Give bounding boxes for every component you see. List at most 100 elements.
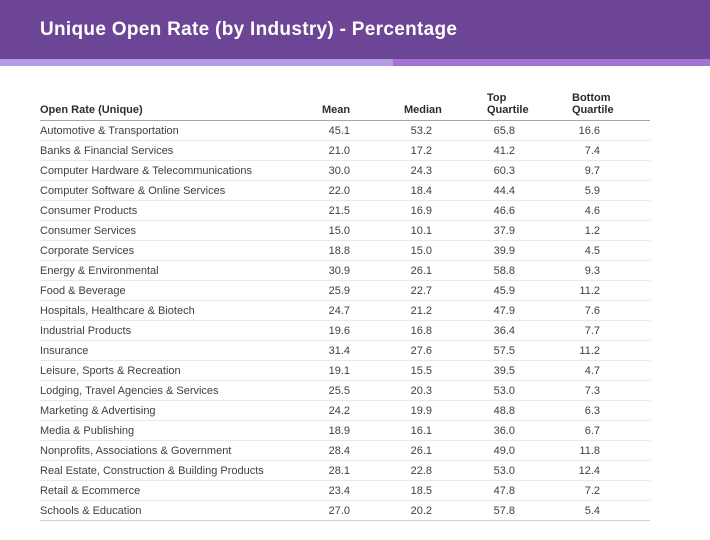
top-quartile-cell: 46.6 — [487, 205, 572, 217]
table-row: Marketing & Advertising 24.2 19.9 48.8 6… — [40, 401, 650, 421]
bottom-quartile-value: 11.2 — [579, 344, 600, 357]
progress-strip — [0, 59, 710, 66]
bottom-quartile-cell: 6.3 — [572, 405, 650, 417]
mean-cell: 22.0 — [322, 185, 404, 197]
top-quartile-value: 39.9 — [493, 244, 515, 257]
bottom-quartile-value: 7.4 — [584, 144, 600, 157]
industry-cell: Computer Hardware & Telecommunications — [40, 164, 252, 177]
top-quartile-value: 46.6 — [493, 204, 515, 217]
top-quartile-value: 53.0 — [493, 384, 515, 397]
top-quartile-cell: 36.0 — [487, 425, 572, 437]
mean-value: 27.0 — [328, 504, 350, 517]
top-quartile-cell: 48.8 — [487, 405, 572, 417]
industry-cell: Retail & Ecommerce — [40, 484, 141, 497]
bottom-quartile-cell: 4.7 — [572, 365, 650, 377]
median-cell: 10.1 — [404, 225, 487, 237]
industry-cell: Schools & Education — [40, 504, 142, 517]
industry-cell: Leisure, Sports & Recreation — [40, 364, 181, 377]
median-cell: 24.3 — [404, 165, 487, 177]
industry-cell: Nonprofits, Associations & Government — [40, 444, 232, 457]
table-row: Banks & Financial Services 21.0 17.2 41.… — [40, 141, 650, 161]
bottom-quartile-value: 9.3 — [584, 264, 600, 277]
column-header-mean: Mean — [322, 104, 404, 116]
bottom-quartile-value: 9.7 — [584, 164, 600, 177]
median-cell: 17.2 — [404, 145, 487, 157]
industry-cell: Lodging, Travel Agencies & Services — [40, 384, 219, 397]
page-title: Unique Open Rate (by Industry) - Percent… — [40, 18, 458, 40]
median-value: 27.6 — [410, 344, 432, 357]
bottom-quartile-value: 6.3 — [584, 404, 600, 417]
column-header-open-rate: Open Rate (Unique) — [40, 104, 143, 116]
table-row: Leisure, Sports & Recreation 19.1 15.5 3… — [40, 361, 650, 381]
mean-value: 45.1 — [328, 124, 350, 137]
mean-cell: 18.8 — [322, 245, 404, 257]
bottom-quartile-cell: 1.2 — [572, 225, 650, 237]
median-cell: 18.4 — [404, 185, 487, 197]
top-quartile-cell: 53.0 — [487, 465, 572, 477]
mean-value: 19.6 — [328, 324, 350, 337]
median-value: 16.9 — [410, 204, 432, 217]
table-row: Real Estate, Construction & Building Pro… — [40, 461, 650, 481]
top-quartile-value: 39.5 — [493, 364, 515, 377]
column-header-top-quartile-label: Top Quartile — [487, 92, 529, 116]
industry-cell: Energy & Environmental — [40, 264, 159, 277]
bottom-quartile-value: 7.2 — [584, 484, 600, 497]
bottom-quartile-value: 4.7 — [584, 364, 600, 377]
median-value: 26.1 — [410, 264, 432, 277]
bottom-quartile-value: 7.3 — [584, 384, 600, 397]
top-quartile-cell: 47.9 — [487, 305, 572, 317]
table-header-row: Open Rate (Unique) Mean Median Top Quart… — [40, 88, 650, 121]
bottom-quartile-cell: 16.6 — [572, 125, 650, 137]
bottom-quartile-cell: 9.7 — [572, 165, 650, 177]
industry-cell: Banks & Financial Services — [40, 144, 174, 157]
bottom-quartile-cell: 5.4 — [572, 505, 650, 517]
mean-cell: 30.0 — [322, 165, 404, 177]
bottom-quartile-cell: 9.3 — [572, 265, 650, 277]
top-quartile-cell: 57.8 — [487, 505, 572, 517]
top-quartile-value: 47.9 — [493, 304, 515, 317]
top-quartile-value: 49.0 — [493, 444, 515, 457]
bottom-quartile-cell: 4.5 — [572, 245, 650, 257]
top-quartile-value: 37.9 — [493, 224, 515, 237]
mean-cell: 28.4 — [322, 445, 404, 457]
industry-cell: Consumer Services — [40, 224, 136, 237]
median-cell: 21.2 — [404, 305, 487, 317]
median-cell: 22.7 — [404, 285, 487, 297]
median-cell: 53.2 — [404, 125, 487, 137]
top-quartile-value: 53.0 — [493, 464, 515, 477]
bottom-quartile-value: 4.6 — [584, 204, 600, 217]
industry-cell: Insurance — [40, 344, 89, 357]
mean-cell: 15.0 — [322, 225, 404, 237]
median-value: 15.5 — [410, 364, 432, 377]
mean-value: 28.1 — [328, 464, 350, 477]
top-quartile-cell: 49.0 — [487, 445, 572, 457]
top-quartile-cell: 47.8 — [487, 485, 572, 497]
top-quartile-value: 36.4 — [493, 324, 515, 337]
top-quartile-value: 48.8 — [493, 404, 515, 417]
bottom-quartile-value: 11.8 — [579, 444, 600, 457]
mean-value: 15.0 — [328, 224, 350, 237]
median-value: 16.8 — [410, 324, 432, 337]
median-value: 10.1 — [410, 224, 432, 237]
mean-value: 23.4 — [328, 484, 350, 497]
table-row: Computer Software & Online Services 22.0… — [40, 181, 650, 201]
data-table: Open Rate (Unique) Mean Median Top Quart… — [40, 88, 650, 521]
table-row: Computer Hardware & Telecommunications 3… — [40, 161, 650, 181]
median-value: 20.3 — [410, 384, 432, 397]
mean-value: 18.8 — [328, 244, 350, 257]
mean-value: 24.2 — [328, 404, 350, 417]
top-quartile-value: 57.8 — [493, 504, 515, 517]
mean-value: 30.0 — [328, 164, 350, 177]
median-cell: 15.0 — [404, 245, 487, 257]
top-quartile-value: 65.8 — [493, 124, 515, 137]
median-value: 53.2 — [410, 124, 432, 137]
column-header-bottom-quartile: Bottom Quartile — [572, 92, 650, 116]
bottom-quartile-cell: 7.6 — [572, 305, 650, 317]
bottom-quartile-cell: 11.2 — [572, 345, 650, 357]
industry-cell: Hospitals, Healthcare & Biotech — [40, 304, 195, 317]
table-row: Corporate Services 18.8 15.0 39.9 4.5 — [40, 241, 650, 261]
mean-cell: 19.1 — [322, 365, 404, 377]
bottom-quartile-value: 7.6 — [584, 304, 600, 317]
mean-cell: 25.5 — [322, 385, 404, 397]
median-value: 22.7 — [410, 284, 432, 297]
